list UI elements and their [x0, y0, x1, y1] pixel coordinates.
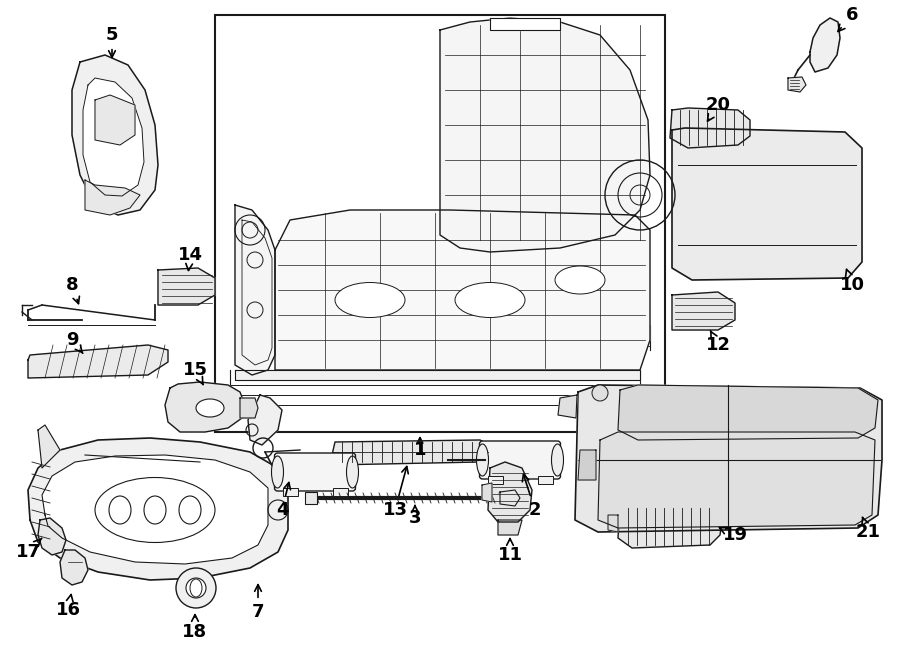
Bar — [215, 15, 665, 432]
Polygon shape — [575, 385, 882, 532]
Ellipse shape — [552, 444, 563, 476]
Polygon shape — [83, 78, 144, 196]
Polygon shape — [440, 18, 650, 252]
Ellipse shape — [335, 283, 405, 318]
Text: 16: 16 — [56, 594, 80, 619]
Ellipse shape — [272, 456, 284, 488]
Text: 8: 8 — [66, 276, 79, 304]
Polygon shape — [158, 268, 215, 305]
Polygon shape — [240, 398, 258, 418]
Polygon shape — [598, 432, 875, 528]
Ellipse shape — [346, 456, 358, 488]
Polygon shape — [38, 518, 66, 555]
Polygon shape — [482, 483, 492, 502]
Polygon shape — [608, 515, 618, 532]
Polygon shape — [235, 370, 640, 380]
Polygon shape — [72, 55, 158, 215]
Text: 10: 10 — [840, 269, 865, 294]
Polygon shape — [248, 395, 282, 445]
Text: 4: 4 — [275, 483, 291, 519]
Polygon shape — [618, 505, 722, 548]
Text: 9: 9 — [66, 331, 83, 354]
FancyBboxPatch shape — [480, 441, 561, 479]
Bar — [283, 488, 298, 496]
Text: 11: 11 — [498, 539, 523, 564]
Bar — [305, 492, 317, 504]
Polygon shape — [810, 18, 840, 72]
Text: 5: 5 — [106, 26, 118, 58]
Text: 12: 12 — [706, 331, 731, 354]
Polygon shape — [235, 205, 275, 375]
Text: 21: 21 — [856, 517, 880, 541]
Text: 1: 1 — [414, 441, 427, 459]
Polygon shape — [60, 550, 88, 585]
FancyBboxPatch shape — [274, 453, 356, 491]
Polygon shape — [672, 292, 735, 330]
Ellipse shape — [455, 283, 525, 318]
Text: 14: 14 — [177, 246, 202, 271]
Circle shape — [186, 578, 206, 598]
Polygon shape — [672, 128, 862, 280]
Bar — [332, 488, 347, 496]
Text: 18: 18 — [183, 614, 208, 641]
Ellipse shape — [196, 399, 224, 417]
Text: 19: 19 — [719, 526, 748, 544]
Polygon shape — [38, 425, 60, 468]
Bar — [488, 476, 502, 484]
Bar — [537, 476, 553, 484]
Text: 15: 15 — [183, 361, 208, 385]
Polygon shape — [165, 382, 245, 432]
Polygon shape — [490, 18, 560, 30]
Polygon shape — [95, 95, 135, 145]
Circle shape — [592, 385, 608, 401]
Text: 7: 7 — [252, 585, 265, 621]
Text: 20: 20 — [706, 96, 731, 121]
Polygon shape — [500, 490, 520, 506]
Text: 3: 3 — [409, 506, 421, 527]
Polygon shape — [670, 108, 750, 148]
Circle shape — [176, 568, 216, 608]
Polygon shape — [488, 462, 532, 522]
Polygon shape — [498, 520, 522, 535]
Polygon shape — [42, 455, 268, 564]
Polygon shape — [28, 345, 168, 378]
Ellipse shape — [144, 496, 166, 524]
Polygon shape — [28, 438, 288, 580]
Text: 13: 13 — [382, 467, 409, 519]
Polygon shape — [332, 440, 492, 465]
Text: 6: 6 — [838, 6, 859, 32]
Polygon shape — [618, 385, 878, 440]
Polygon shape — [558, 395, 577, 418]
Text: 2: 2 — [522, 475, 541, 519]
Polygon shape — [578, 450, 596, 480]
Ellipse shape — [179, 496, 201, 524]
Polygon shape — [85, 180, 140, 215]
Ellipse shape — [476, 444, 489, 476]
Ellipse shape — [555, 266, 605, 294]
Ellipse shape — [109, 496, 131, 524]
Polygon shape — [275, 210, 650, 370]
Text: 17: 17 — [15, 538, 41, 561]
Polygon shape — [788, 77, 806, 92]
